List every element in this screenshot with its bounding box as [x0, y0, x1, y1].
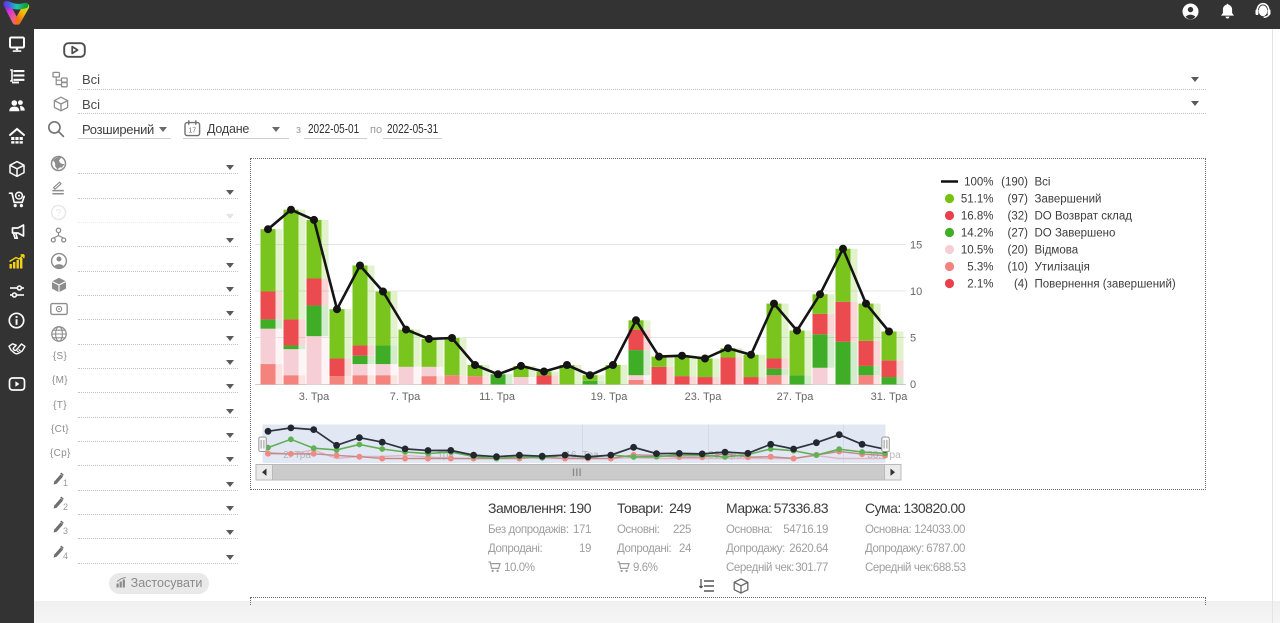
- svg-text:Утилізація: Утилізація: [1035, 262, 1090, 274]
- svg-text:11. Тра: 11. Тра: [479, 391, 516, 403]
- svg-text:?: ?: [56, 208, 62, 219]
- svg-text:3. Тра: 3. Тра: [299, 391, 330, 403]
- svg-text:Відмова: Відмова: [1035, 245, 1079, 257]
- svg-text:(97): (97): [1008, 194, 1029, 206]
- svg-text:23. Тра: 23. Тра: [685, 391, 723, 403]
- svg-text:5: 5: [910, 333, 916, 345]
- svg-text:Повернення (завершений): Повернення (завершений): [1035, 279, 1176, 291]
- svg-text:(20): (20): [1008, 245, 1029, 257]
- svg-text:(32): (32): [1008, 211, 1029, 223]
- svg-text:14.2%: 14.2%: [961, 228, 994, 240]
- svg-text:16.8%: 16.8%: [961, 211, 994, 223]
- svg-text:(190): (190): [1001, 177, 1028, 189]
- svg-text:19. Тра: 19. Тра: [591, 391, 629, 403]
- svg-text:16. Тра: 16. Тра: [565, 450, 599, 461]
- svg-text:51.1%: 51.1%: [961, 194, 994, 206]
- svg-text:2.1%: 2.1%: [967, 279, 993, 291]
- svg-text:100%: 100%: [964, 177, 993, 189]
- svg-text:7. Тра: 7. Тра: [390, 391, 421, 403]
- svg-text:10.5%: 10.5%: [961, 245, 994, 257]
- svg-text:2. Тра: 2. Тра: [283, 450, 311, 461]
- svg-text:0: 0: [910, 379, 916, 391]
- svg-text:27. Тра: 27. Тра: [777, 391, 815, 403]
- svg-text:DO Завершено: DO Завершено: [1035, 228, 1116, 240]
- svg-text:31. Тра: 31. Тра: [871, 391, 909, 403]
- svg-text:5.3%: 5.3%: [967, 262, 993, 274]
- svg-text:Всі: Всі: [1035, 177, 1051, 189]
- svg-text:17: 17: [188, 128, 196, 135]
- svg-text:(27): (27): [1008, 228, 1029, 240]
- svg-text:Завершений: Завершений: [1035, 194, 1102, 206]
- svg-text:10: 10: [910, 286, 922, 298]
- svg-text:(10): (10): [1008, 262, 1029, 274]
- svg-text:(4): (4): [1014, 279, 1028, 291]
- svg-text:15: 15: [910, 240, 922, 252]
- svg-text:DO Возврат склад: DO Возврат склад: [1035, 211, 1133, 223]
- svg-text:9. Тра: 9. Тра: [426, 450, 454, 461]
